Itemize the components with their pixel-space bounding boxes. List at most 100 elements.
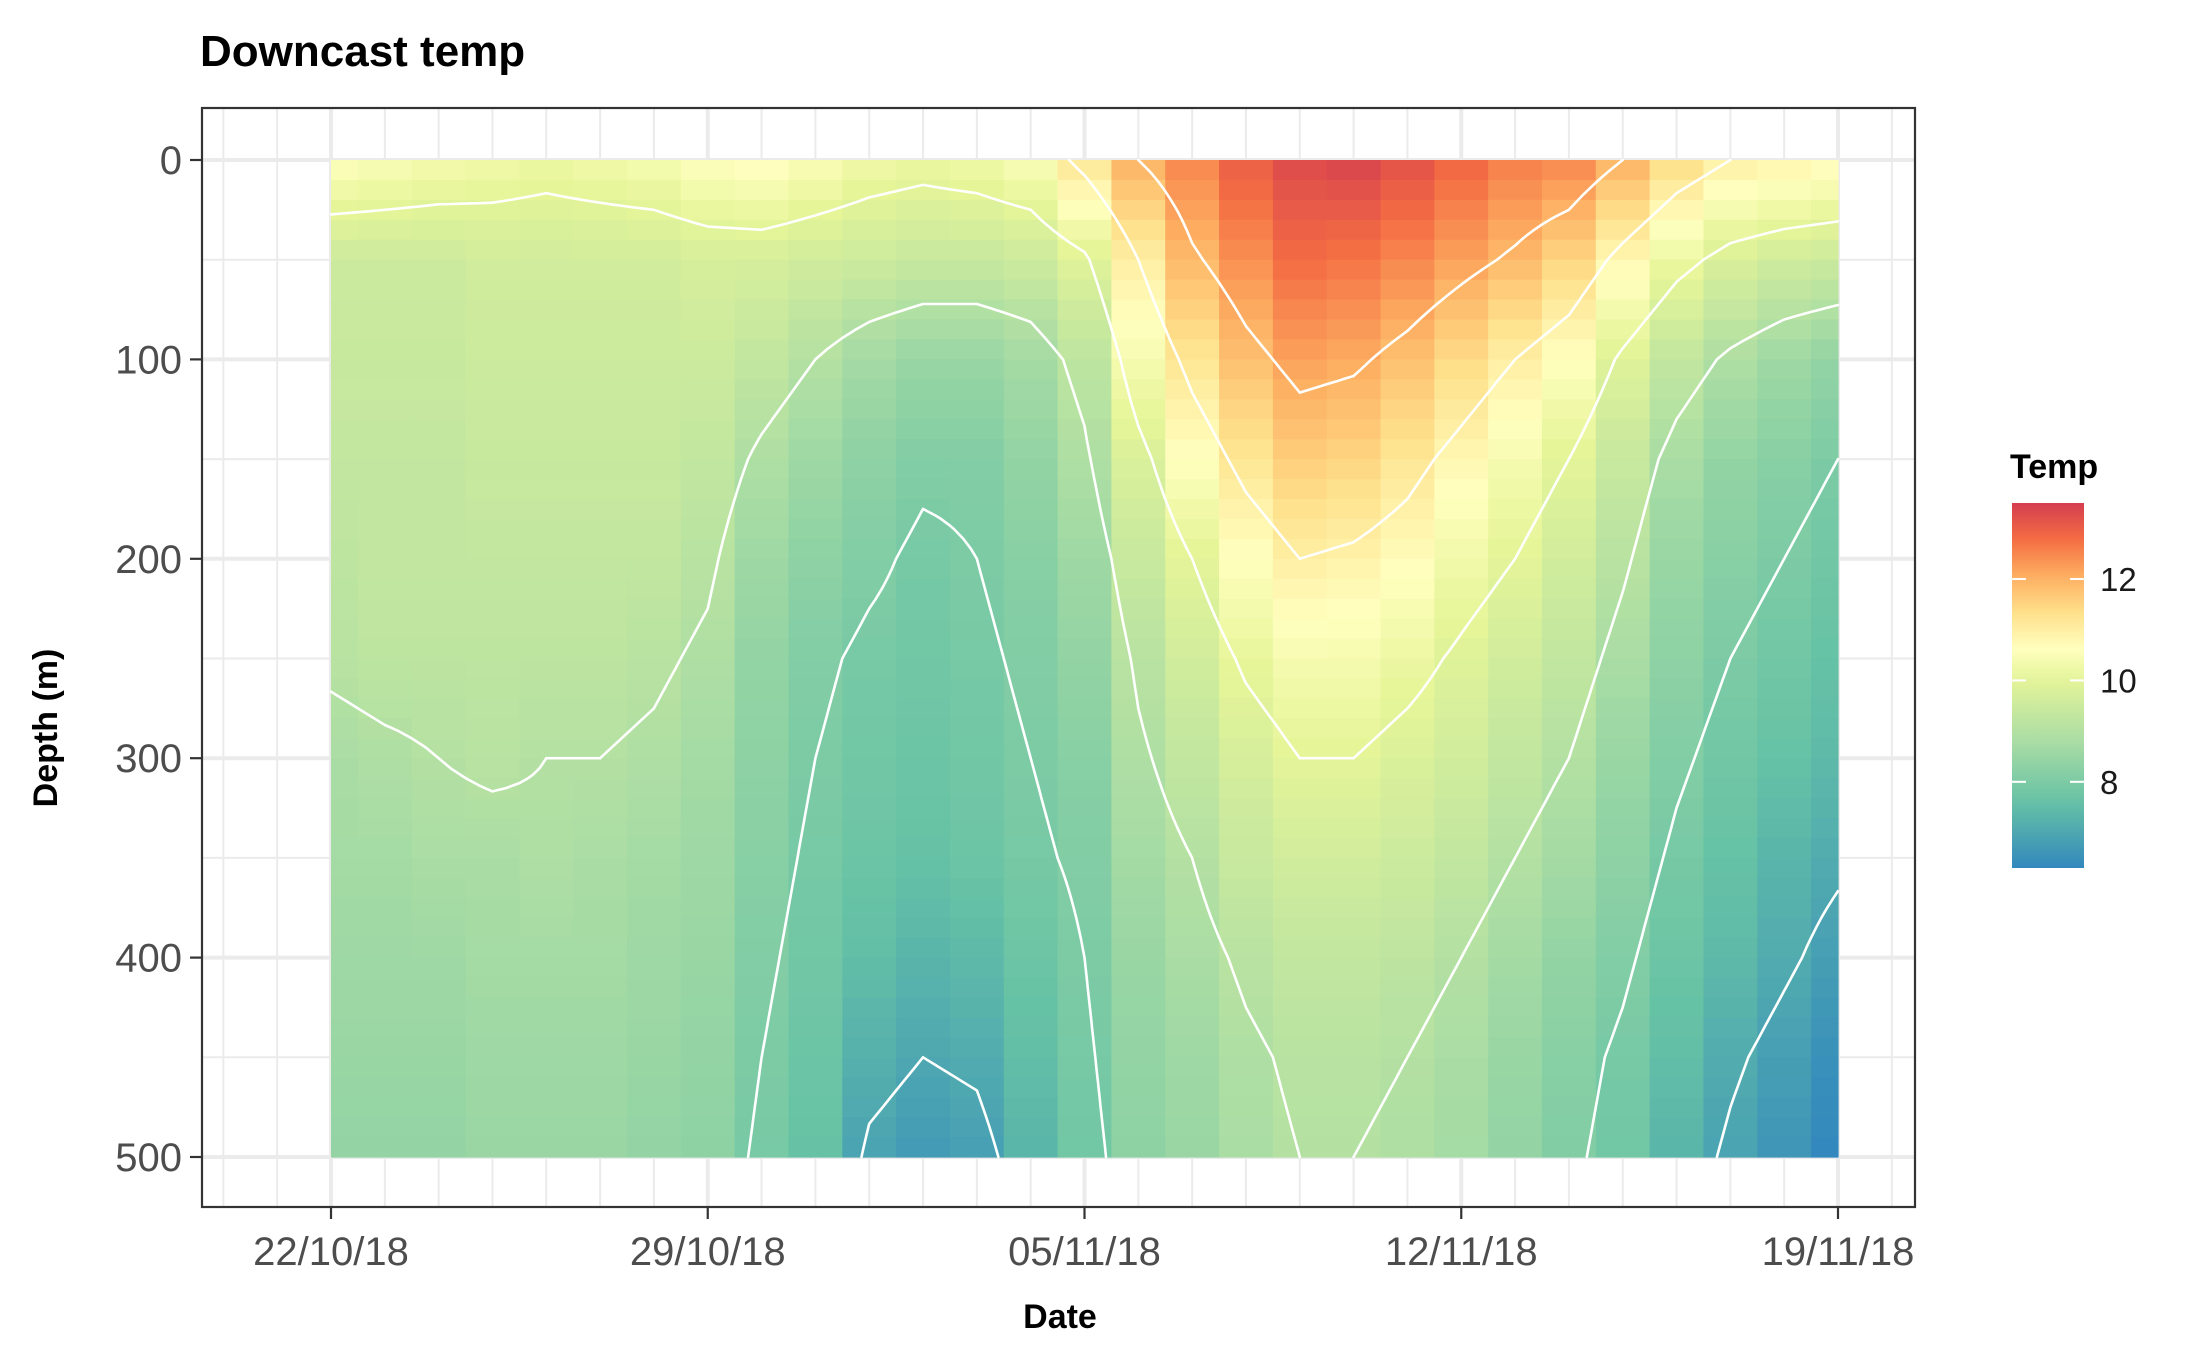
heatmap-cell [1380, 1097, 1435, 1118]
heatmap-cell [1488, 299, 1543, 321]
heatmap-cell [1057, 279, 1113, 301]
heatmap-cell [734, 578, 790, 600]
heatmap-cell [1057, 498, 1113, 520]
heatmap-cell [680, 857, 736, 879]
heatmap-cell [573, 538, 628, 560]
heatmap-cell [1326, 419, 1382, 440]
x-tick-label: 29/10/18 [630, 1230, 786, 1274]
heatmap-cell [1165, 439, 1220, 460]
heatmap-cell [1541, 897, 1597, 919]
heatmap-cell [519, 778, 574, 799]
heatmap-cell [519, 598, 574, 620]
heatmap-cell [896, 578, 951, 600]
heatmap-cell [1488, 319, 1543, 341]
heatmap-cell [1003, 1117, 1059, 1138]
heatmap-cell [1219, 578, 1274, 600]
heatmap-cell [1595, 419, 1651, 440]
heatmap-cell [1380, 160, 1435, 181]
heatmap-cell [1326, 279, 1382, 301]
heatmap-cell [680, 957, 736, 979]
heatmap-cell [465, 837, 520, 859]
heatmap-cell [465, 379, 520, 400]
heatmap-cell [1272, 758, 1328, 779]
heatmap-cell [1757, 957, 1812, 979]
heatmap-cell [1003, 598, 1059, 620]
heatmap-cell [1811, 818, 1839, 839]
heatmap-cell [680, 977, 736, 999]
heatmap-cell [1111, 1017, 1166, 1038]
heatmap-cell [1434, 997, 1489, 1019]
heatmap-cell [331, 518, 359, 540]
x-tick-label: 22/10/18 [253, 1230, 409, 1274]
heatmap-cell [1434, 598, 1489, 620]
heatmap-cell [331, 1017, 359, 1038]
heatmap-cell [465, 160, 520, 181]
heatmap-cell [627, 1077, 682, 1098]
heatmap-cell [1219, 1037, 1274, 1058]
heatmap-cell [519, 1137, 574, 1158]
heatmap-cell [1380, 239, 1435, 261]
heatmap-cell [357, 379, 413, 400]
heatmap-cell [1111, 857, 1166, 879]
heatmap-cell [411, 877, 467, 899]
heatmap-cell [1541, 459, 1597, 480]
heatmap-cell [896, 1057, 951, 1078]
heatmap-cell [842, 957, 897, 979]
y-tick-label: 500 [115, 1136, 182, 1180]
heatmap-cell [896, 439, 951, 460]
heatmap-cell [896, 837, 951, 859]
heatmap-cell [1057, 479, 1113, 500]
heatmap-cell [331, 199, 359, 221]
heatmap-cell [1272, 399, 1328, 420]
heatmap-cell [1811, 957, 1839, 979]
heatmap-cell [1434, 279, 1489, 301]
heatmap-cell [1703, 897, 1758, 919]
heatmap-cell [627, 518, 682, 540]
heatmap-cell [573, 319, 628, 341]
heatmap-cell [1488, 459, 1543, 480]
heatmap-cell [1003, 339, 1059, 360]
heatmap-cell [1326, 219, 1382, 241]
heatmap-cell [1326, 598, 1382, 620]
heatmap-cell [1057, 758, 1113, 779]
heatmap-cell [1057, 399, 1113, 420]
heatmap-cell [357, 977, 413, 999]
heatmap-cell [680, 778, 736, 799]
heatmap-cell [331, 498, 359, 520]
heatmap-cell [1003, 518, 1059, 540]
heatmap-cell [896, 1097, 951, 1118]
heatmap-cell [1595, 399, 1651, 420]
heatmap-cell [1165, 678, 1220, 699]
heatmap-cell [627, 997, 682, 1019]
heatmap-cell [680, 299, 736, 321]
heatmap-cell [1111, 638, 1166, 660]
heatmap-cell [1272, 857, 1328, 879]
heatmap-cell [680, 160, 736, 181]
heatmap-cell [680, 618, 736, 640]
heatmap-cell [1111, 179, 1166, 201]
heatmap-cell [1380, 738, 1435, 759]
heatmap-cell [734, 259, 790, 281]
heatmap-cell [734, 997, 790, 1019]
heatmap-cell [1219, 778, 1274, 799]
plot-panel-border [200, 106, 1917, 1209]
heatmap-cell [1165, 758, 1220, 779]
heatmap-cell [1595, 538, 1651, 560]
heatmap-cell [1488, 1117, 1543, 1138]
heatmap-cell [788, 837, 843, 859]
heatmap-cell [331, 239, 359, 261]
heatmap-cell [465, 339, 520, 360]
heatmap-cell [734, 439, 790, 460]
heatmap-cell [573, 997, 628, 1019]
heatmap-cell [411, 718, 467, 739]
heatmap-cell [573, 160, 628, 181]
heatmap-cell [519, 419, 574, 440]
heatmap-cell [1541, 219, 1597, 241]
heatmap-cell [1649, 857, 1705, 879]
heatmap-cell [1380, 1037, 1435, 1058]
heatmap-cell [357, 758, 413, 779]
heatmap-cell [411, 818, 467, 839]
heatmap-cell [1326, 957, 1382, 979]
heatmap-cell [1757, 818, 1812, 839]
heatmap-cell [1757, 618, 1812, 640]
